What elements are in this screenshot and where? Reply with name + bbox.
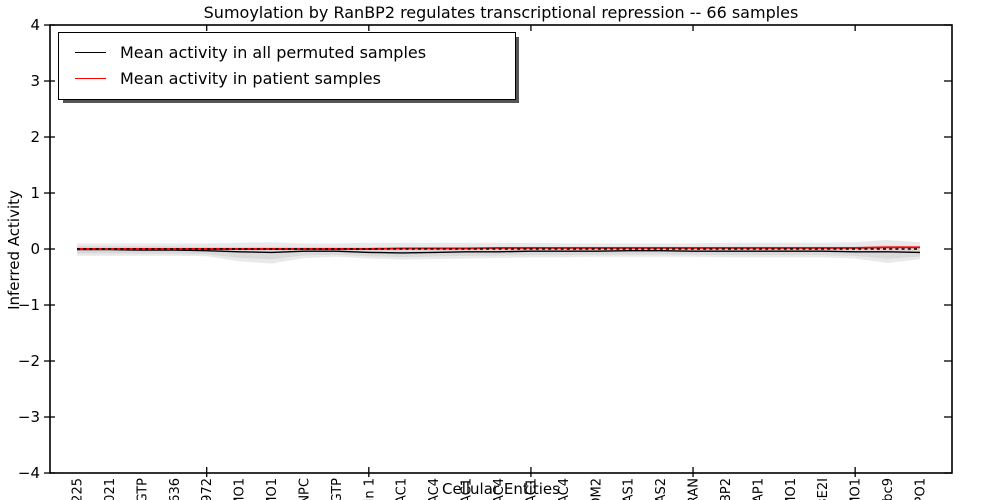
y-tick-label: 1 <box>30 184 40 202</box>
legend: Mean activity in all permuted samples Me… <box>58 32 516 100</box>
y-axis-label: Inferred Activity <box>5 190 23 310</box>
x-category-label: MDM2 <box>589 478 604 500</box>
y-tick-label: −1 <box>18 296 40 314</box>
x-category-label: Ran/GTP/Exportin 1/HDAC1 <box>395 478 410 500</box>
x-category-label: NPC/RanGAP1/SUMO1 <box>849 478 864 500</box>
x-category-label: EntrezGene:23225 <box>71 478 86 500</box>
x-category-label: HDAC1 <box>524 478 539 500</box>
x-category-label: NPC <box>297 478 312 500</box>
x-category-label: mol:GTP <box>135 478 150 500</box>
x-category-label: RANGAP1 <box>751 478 766 500</box>
x-category-label: RAN <box>687 478 702 500</box>
x-category-label: PIAS2 <box>654 478 669 500</box>
x-category-label: HDAC4 <box>557 478 572 500</box>
x-category-label: Ran/GTP/Exportin 1/HDAC4 <box>427 478 442 500</box>
x-category-label: PIAS1 <box>622 478 637 500</box>
y-tick-label: −3 <box>18 408 40 426</box>
chart-title: Sumoylation by RanBP2 regulates transcri… <box>203 3 799 22</box>
x-category-label: EntrezGene:23636 <box>168 478 183 500</box>
x-category-label: MDM2/SUMO1/SUMO1 <box>265 478 280 500</box>
x-category-label: SUMO1 <box>784 478 799 500</box>
x-category-label: Ran/GTP <box>330 478 345 500</box>
patient-line-sample-icon <box>75 77 106 79</box>
x-category-label: SUMO1/HDAC4 <box>492 478 507 500</box>
y-tick-label: −4 <box>18 464 40 482</box>
y-tick-label: 0 <box>30 240 40 258</box>
x-category-label: MDM2/SUMO1 <box>233 478 248 500</box>
x-category-label: EntrezGene:8021 <box>103 478 118 500</box>
x-category-label: SUMO1/HDAC1 <box>460 478 475 500</box>
permuted-line-sample-icon <box>75 51 106 53</box>
x-category-label: XPO1 <box>914 478 929 500</box>
legend-item-permuted: Mean activity in all permuted samples <box>59 39 515 65</box>
x-category-label: NPC/RanGAP1/SUMO1/RanBP2/Ubc9 <box>881 478 896 500</box>
y-tick-label: 3 <box>30 72 40 90</box>
x-category-label: Ran/GTP/Exportin 1 <box>362 478 377 500</box>
legend-label-patient: Mean activity in patient samples <box>120 68 381 88</box>
y-tick-label: 2 <box>30 128 40 146</box>
x-category-label: EntrezGene:9972 <box>200 478 215 500</box>
patient-mean-line <box>77 246 920 250</box>
x-category-label: UBE2I <box>816 478 831 500</box>
y-tick-label: −2 <box>18 352 40 370</box>
permuted-mean-line <box>77 248 921 254</box>
legend-label-permuted: Mean activity in all permuted samples <box>120 42 427 62</box>
x-axis-label: Cellular Entities <box>442 480 560 498</box>
legend-item-patient: Mean activity in patient samples <box>59 65 515 91</box>
y-tick-label: 4 <box>30 16 40 34</box>
x-category-label: RANBP2 <box>719 478 734 500</box>
